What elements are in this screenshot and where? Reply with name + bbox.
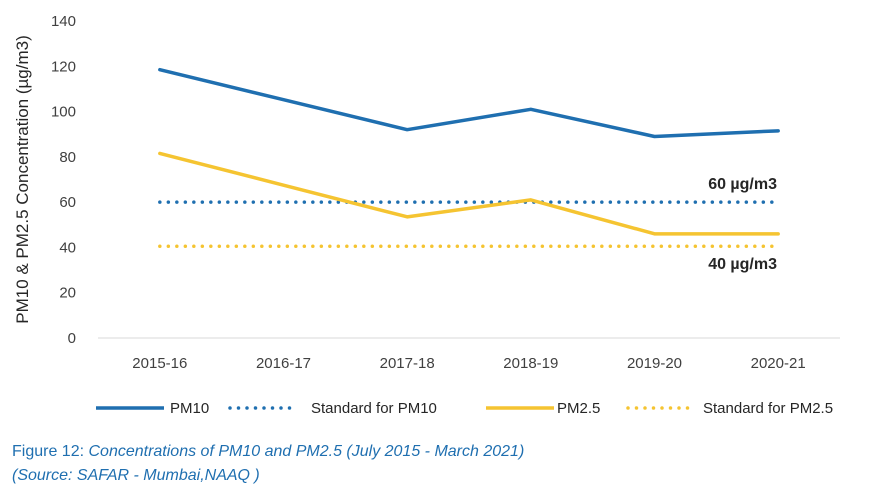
legend-label: PM10: [170, 400, 209, 417]
annotation-pm25-standard: 40 µg/m3: [708, 256, 777, 273]
y-axis-title: PM10 & PM2.5 Concentration (µg/m3): [13, 35, 32, 324]
figure-number: Figure 12: [12, 443, 80, 460]
x-tick-label: 2017-18: [380, 355, 435, 372]
series-line-pm2-5: [158, 151, 780, 236]
x-tick-label: 2015-16: [132, 355, 187, 372]
legend-label: Standard for PM2.5: [703, 400, 833, 417]
y-tick-label: 20: [59, 285, 76, 302]
annotation-pm10-standard: 60 µg/m3: [708, 176, 777, 193]
x-tick-label: 2020-21: [751, 355, 806, 372]
caption-separator: :: [79, 443, 89, 460]
y-tick-label: 100: [51, 104, 76, 121]
x-tick-label: 2016-17: [256, 355, 311, 372]
legend-label: Standard for PM10: [311, 400, 437, 417]
caption-title: Concentrations of PM10 and PM2.5 (July 2…: [88, 443, 525, 460]
legend-label: PM2.5: [557, 400, 600, 417]
y-tick-label: 140: [51, 13, 76, 30]
y-tick-label: 120: [51, 58, 76, 75]
x-tick-label: 2018-19: [503, 355, 558, 372]
series-line-pm10: [158, 67, 780, 139]
caption-source: (Source: SAFAR - Mumbai,NAAQ ): [12, 467, 260, 484]
y-tick-label: 60: [59, 194, 76, 211]
chart: 0 20 40 60 80 100 120 140 2015-16 2016-17 2017-18 2…: [13, 13, 840, 417]
figure-caption: Figure 12: Concentrations of PM10 and PM…: [12, 440, 524, 488]
x-tick-label: 2019-20: [627, 355, 682, 372]
y-tick-label: 40: [59, 239, 76, 256]
y-tick-label: 80: [59, 149, 76, 166]
y-tick-label: 0: [68, 330, 76, 347]
